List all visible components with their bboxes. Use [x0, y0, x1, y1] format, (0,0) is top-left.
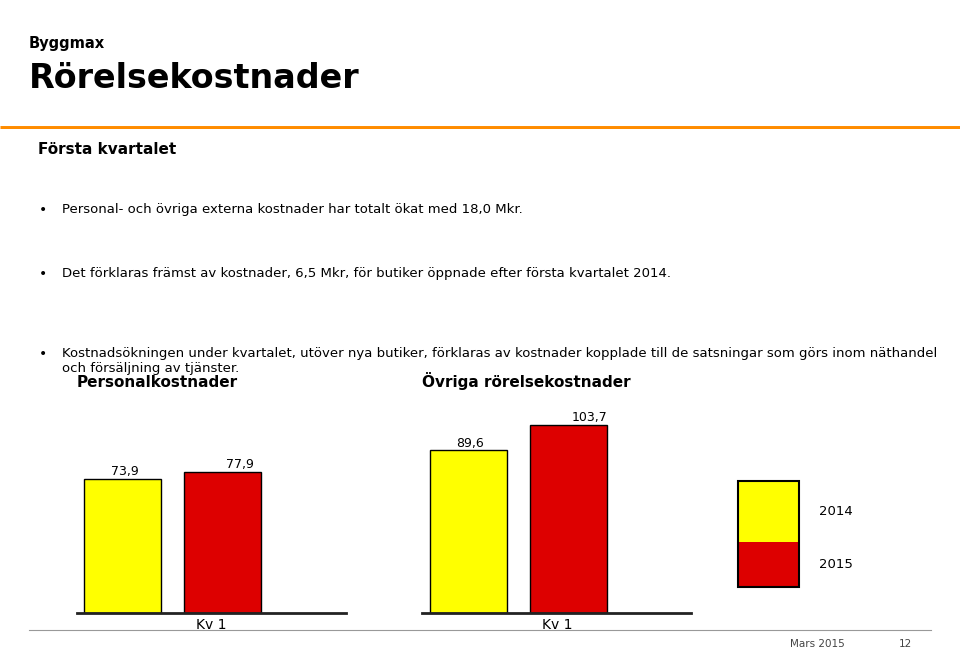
Text: Det förklaras främst av kostnader, 6,5 Mkr, för butiker öppnade efter första kva: Det förklaras främst av kostnader, 6,5 M…	[62, 268, 671, 280]
Bar	[530, 425, 607, 613]
Text: 89,6: 89,6	[456, 436, 484, 449]
Bar	[738, 481, 799, 587]
Text: Övriga rörelsekostnader: Övriga rörelsekostnader	[422, 372, 631, 390]
Bar	[738, 542, 799, 587]
Text: Mars 2015: Mars 2015	[790, 639, 845, 649]
Bar	[84, 479, 161, 613]
Text: Personalkostnader: Personalkostnader	[77, 375, 238, 390]
Text: 73,9: 73,9	[110, 465, 138, 478]
Text: Första kvartalet: Första kvartalet	[38, 142, 177, 157]
Text: 2014: 2014	[820, 505, 853, 518]
Text: •: •	[38, 203, 47, 217]
Text: Personal- och övriga externa kostnader har totalt ökat med 18,0 Mkr.: Personal- och övriga externa kostnader h…	[62, 203, 523, 216]
Text: 12: 12	[899, 639, 912, 649]
Text: 77,9: 77,9	[226, 458, 253, 471]
Bar	[430, 451, 507, 613]
Bar	[738, 481, 799, 542]
Text: 2015: 2015	[820, 558, 853, 571]
Text: Byggmax: Byggmax	[29, 36, 105, 51]
Text: Kostnadsökningen under kvartalet, utöver nya butiker, förklaras av kostnader kop: Kostnadsökningen under kvartalet, utöver…	[62, 347, 938, 376]
Text: •: •	[38, 268, 47, 281]
Text: Rörelsekostnader: Rörelsekostnader	[29, 62, 359, 95]
Text: 103,7: 103,7	[571, 411, 607, 424]
Bar	[184, 472, 261, 613]
Text: •: •	[38, 347, 47, 361]
